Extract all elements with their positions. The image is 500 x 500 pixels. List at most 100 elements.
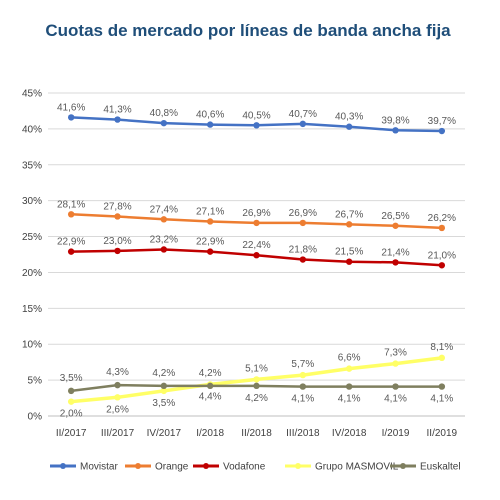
data-label: 27,4% xyxy=(150,204,178,215)
data-label: 4,2% xyxy=(245,393,268,404)
y-tick-label: 35% xyxy=(22,160,42,171)
data-point xyxy=(299,120,307,128)
y-tick-label: 20% xyxy=(22,268,42,279)
data-label: 27,8% xyxy=(103,201,131,212)
data-point xyxy=(67,211,75,218)
data-point xyxy=(299,256,307,263)
data-label: 39,8% xyxy=(381,115,409,126)
data-label: 26,7% xyxy=(335,209,363,220)
y-axis: 0% 5% 10% 15% 20% 25% 30% 35% 40% 45% xyxy=(22,89,42,423)
x-tick-label: IV/2018 xyxy=(332,428,367,439)
data-point xyxy=(345,123,353,130)
data-label: 4,1% xyxy=(430,394,453,405)
data-point xyxy=(160,119,168,127)
data-label: 7,3% xyxy=(384,348,407,359)
data-label: 23,2% xyxy=(150,234,178,245)
x-tick-label: II/2017 xyxy=(56,428,87,439)
data-point xyxy=(114,116,121,123)
data-point xyxy=(114,213,121,220)
legend-label: Euskaltel xyxy=(420,462,461,473)
data-label: 4,3% xyxy=(106,367,129,378)
data-point xyxy=(160,387,168,395)
legend-marker xyxy=(400,463,406,469)
data-point xyxy=(253,252,260,259)
data-point xyxy=(253,376,260,383)
data-label: 8,1% xyxy=(430,342,453,353)
data-label: 40,6% xyxy=(196,110,224,121)
data-point xyxy=(206,218,214,225)
data-point xyxy=(114,247,121,255)
data-label: 39,7% xyxy=(428,116,456,127)
data-point xyxy=(206,121,214,128)
data-label: 2,6% xyxy=(106,404,129,415)
data-point xyxy=(438,383,446,390)
data-label: 21,5% xyxy=(335,247,363,258)
x-tick-label: II/2019 xyxy=(427,428,458,439)
x-tick-label: III/2017 xyxy=(101,428,135,439)
data-label: 26,9% xyxy=(289,208,317,219)
data-point xyxy=(206,382,214,390)
data-labels: 41,6% 41,3% 40,8% 40,6% 40,5% 40,7% 40,3% 39,8%… xyxy=(57,102,456,419)
x-tick-label: I/2018 xyxy=(196,428,224,439)
data-label: 40,7% xyxy=(289,109,317,120)
data-label: 4,1% xyxy=(291,394,314,405)
data-label: 40,3% xyxy=(335,112,363,123)
data-point xyxy=(345,383,353,390)
data-point xyxy=(345,365,353,372)
data-point xyxy=(160,216,168,223)
data-point xyxy=(438,224,446,232)
data-label: 5,1% xyxy=(245,363,268,374)
y-tick-label: 0% xyxy=(28,412,43,423)
data-point xyxy=(299,383,307,390)
data-point xyxy=(345,221,353,228)
data-label: 4,1% xyxy=(338,394,361,405)
legend-label: Vodafone xyxy=(223,462,266,473)
data-label: 3,5% xyxy=(152,398,175,409)
data-point xyxy=(392,360,399,367)
data-label: 5,7% xyxy=(291,359,314,370)
data-label: 22,4% xyxy=(242,240,270,251)
y-tick-label: 10% xyxy=(22,340,42,351)
data-label: 27,1% xyxy=(196,206,224,217)
data-point xyxy=(67,248,75,255)
x-axis: II/2017 III/2017 IV/2017 I/2018 II/2018 III/2… xyxy=(48,415,465,439)
data-point xyxy=(253,122,260,129)
y-tick-label: 25% xyxy=(22,232,42,243)
gridlines xyxy=(48,92,465,417)
y-tick-label: 30% xyxy=(22,196,42,207)
data-point xyxy=(160,246,168,253)
data-label: 4,1% xyxy=(384,394,407,405)
data-point xyxy=(67,398,75,405)
data-label: 41,6% xyxy=(57,102,85,113)
data-label: 26,9% xyxy=(242,208,270,219)
y-tick-label: 5% xyxy=(28,376,43,387)
legend-marker xyxy=(135,463,141,469)
data-label: 21,8% xyxy=(289,245,317,256)
data-label: 4,2% xyxy=(152,368,175,379)
x-tick-label: III/2018 xyxy=(286,428,320,439)
data-point xyxy=(67,114,75,121)
data-point xyxy=(206,248,214,255)
y-tick-label: 15% xyxy=(22,304,42,315)
legend-marker xyxy=(203,463,209,469)
data-label: 21,0% xyxy=(428,250,456,261)
data-label: 2,0% xyxy=(60,409,83,420)
legend-label: Movistar xyxy=(80,462,118,473)
data-point xyxy=(160,382,168,390)
y-tick-label: 40% xyxy=(22,124,42,135)
data-point xyxy=(438,354,446,362)
x-tick-label: I/2019 xyxy=(382,428,410,439)
data-point xyxy=(392,127,399,134)
data-point xyxy=(438,262,446,269)
data-label: 26,2% xyxy=(428,213,456,224)
data-label: 6,6% xyxy=(338,353,361,364)
data-point xyxy=(253,219,260,227)
data-point xyxy=(114,381,121,389)
data-point xyxy=(114,394,121,401)
data-label: 41,3% xyxy=(103,105,131,116)
data-point xyxy=(299,219,307,227)
data-point xyxy=(392,222,399,229)
data-point xyxy=(392,383,399,390)
data-point xyxy=(67,387,75,395)
